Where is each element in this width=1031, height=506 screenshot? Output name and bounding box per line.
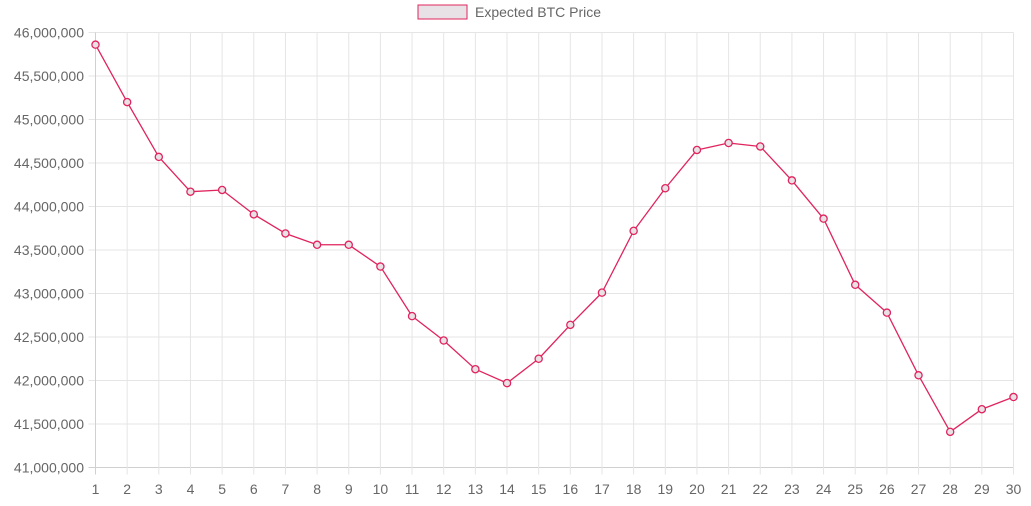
data-point[interactable] [819,214,828,223]
x-tick-label: 11 [405,481,420,497]
data-point[interactable] [882,308,892,317]
x-tick-label: 24 [816,481,832,497]
legend-swatch[interactable] [417,4,468,20]
data-point[interactable] [914,371,923,380]
data-point[interactable] [122,97,132,107]
data-point[interactable] [724,138,733,148]
series-line [94,44,1014,433]
data-point[interactable] [249,210,259,219]
x-tick-label: 19 [658,481,674,497]
data-point[interactable] [439,336,448,345]
x-tick-label: 28 [942,481,958,497]
data-point[interactable] [692,145,702,155]
y-tick-label: 43,500,000 [14,242,84,258]
legend-label[interactable]: Expected BTC Price [475,4,601,20]
data-point[interactable] [787,176,797,185]
x-tick-label: 2 [123,481,131,497]
x-tick-label: 3 [155,481,163,497]
data-point[interactable] [186,187,195,196]
x-tick-label: 16 [563,481,579,497]
data-point[interactable] [344,240,353,250]
x-tick-label: 30 [1006,481,1022,497]
legend[interactable]: Expected BTC Price [417,4,601,20]
y-tick-label: 46,000,000 [14,25,84,41]
data-point[interactable] [407,311,417,321]
x-tick-label: 12 [436,481,452,497]
data-point[interactable] [376,262,385,271]
x-tick-label: 26 [879,481,895,497]
x-tick-label: 20 [689,481,705,497]
x-tick-label: 1 [92,481,100,497]
x-tick-label: 27 [911,481,927,497]
data-point[interactable] [312,240,322,250]
y-tick-label: 42,500,000 [14,329,84,345]
x-tick-label: 7 [282,481,290,497]
data-point[interactable] [661,183,670,193]
series-group [91,40,1018,437]
x-tick-label: 6 [250,481,258,497]
data-point[interactable] [597,288,607,297]
data-point[interactable] [566,320,575,330]
data-point[interactable] [945,427,955,437]
x-tick-label: 9 [345,481,353,497]
data-point[interactable] [217,185,227,195]
x-tick-label: 25 [847,481,863,497]
x-tick-label: 29 [974,481,990,497]
data-point[interactable] [91,40,100,49]
x-axis-ticks: 1 2 3 4 5 6 7 8 9 10 11 12 13 14 15 16 17 18 19 20 21 22 23 24 2… [92,481,1022,497]
data-point[interactable] [850,280,860,290]
grid-lines [88,32,1014,475]
data-point[interactable] [534,354,543,363]
y-tick-label: 42,000,000 [14,373,84,389]
y-tick-label: 45,500,000 [14,68,84,84]
x-tick-label: 15 [531,481,547,497]
y-tick-label: 44,500,000 [14,155,84,171]
data-point[interactable] [154,152,164,162]
x-tick-label: 18 [626,481,642,497]
data-point[interactable] [977,404,987,414]
x-tick-label: 17 [594,481,610,497]
x-tick-label: 13 [468,481,484,497]
data-point[interactable] [471,364,480,374]
x-tick-label: 22 [752,481,768,497]
data-point[interactable] [502,378,512,388]
x-tick-label: 8 [313,481,321,497]
y-tick-label: 41,500,000 [14,416,84,432]
data-point[interactable] [756,142,765,151]
y-tick-label: 45,000,000 [14,112,84,128]
x-tick-label: 23 [784,481,800,497]
x-tick-label: 5 [218,481,226,497]
x-tick-label: 10 [373,481,389,497]
data-point[interactable] [1009,392,1018,402]
x-tick-label: 21 [721,481,737,497]
y-tick-label: 44,000,000 [14,199,84,215]
data-point[interactable] [629,226,638,236]
x-tick-label: 4 [187,481,195,497]
x-tick-label: 14 [499,481,515,497]
y-axis-ticks: 46,000,000 45,500,000 45,000,000 44,500,000… [14,25,84,476]
y-tick-label: 41,000,000 [14,460,84,476]
y-tick-label: 43,000,000 [14,286,84,302]
data-point[interactable] [281,229,290,238]
